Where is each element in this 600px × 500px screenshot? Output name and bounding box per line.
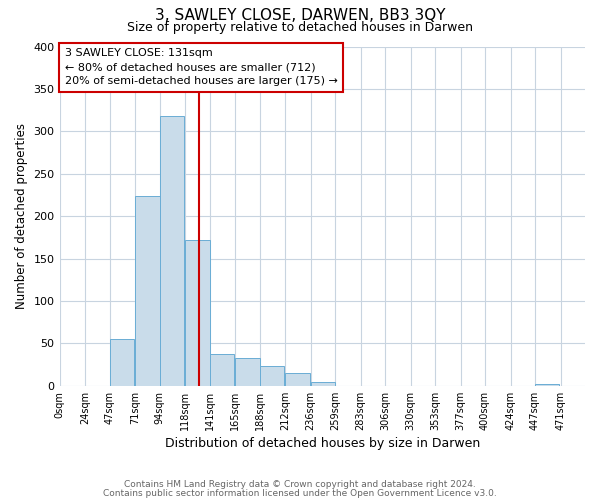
Text: Contains HM Land Registry data © Crown copyright and database right 2024.: Contains HM Land Registry data © Crown c… [124,480,476,489]
Text: 3, SAWLEY CLOSE, DARWEN, BB3 3QY: 3, SAWLEY CLOSE, DARWEN, BB3 3QY [155,8,445,22]
Bar [185,240,209,386]
Text: Contains public sector information licensed under the Open Government Licence v3: Contains public sector information licen… [103,488,497,498]
Text: 3 SAWLEY CLOSE: 131sqm
← 80% of detached houses are smaller (712)
20% of semi-de: 3 SAWLEY CLOSE: 131sqm ← 80% of detached… [65,48,338,86]
Bar [311,382,335,386]
Bar [235,358,260,386]
Bar [135,196,160,386]
Bar [535,384,559,386]
Text: Size of property relative to detached houses in Darwen: Size of property relative to detached ho… [127,21,473,34]
Bar [110,339,134,386]
Bar [209,354,234,386]
X-axis label: Distribution of detached houses by size in Darwen: Distribution of detached houses by size … [164,437,480,450]
Y-axis label: Number of detached properties: Number of detached properties [15,123,28,309]
Bar [285,373,310,386]
Bar [160,116,184,386]
Bar [260,366,284,386]
